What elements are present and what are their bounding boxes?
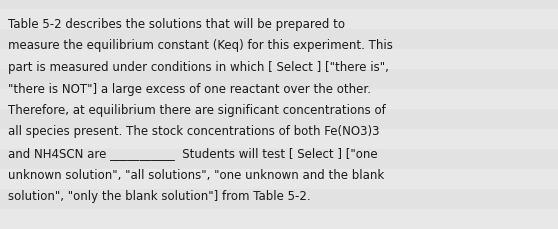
Text: all species present. The stock concentrations of both Fe(NO3)3: all species present. The stock concentra… [8,125,379,138]
Text: Table 5-2 describes the solutions that will be prepared to: Table 5-2 describes the solutions that w… [8,18,345,31]
Text: solution", "only the blank solution"] from Table 5-2.: solution", "only the blank solution"] fr… [8,189,311,202]
Bar [0,0,558,10]
Text: and NH4SCN are ___________  Students will test [ Select ] ["one: and NH4SCN are ___________ Students will… [8,146,378,159]
Bar [0,149,558,169]
Bar [0,30,558,50]
Text: measure the equilibrium constant (Keq) for this experiment. This: measure the equilibrium constant (Keq) f… [8,39,393,52]
Bar [0,189,558,209]
Text: unknown solution", "all solutions", "one unknown and the blank: unknown solution", "all solutions", "one… [8,168,384,181]
Text: "there is NOT"] a large excess of one reactant over the other.: "there is NOT"] a large excess of one re… [8,82,371,95]
Bar [0,109,558,129]
Bar [0,70,558,90]
Text: part is measured under conditions in which [ Select ] ["there is",: part is measured under conditions in whi… [8,61,389,74]
Text: Therefore, at equilibrium there are significant concentrations of: Therefore, at equilibrium there are sign… [8,104,386,117]
